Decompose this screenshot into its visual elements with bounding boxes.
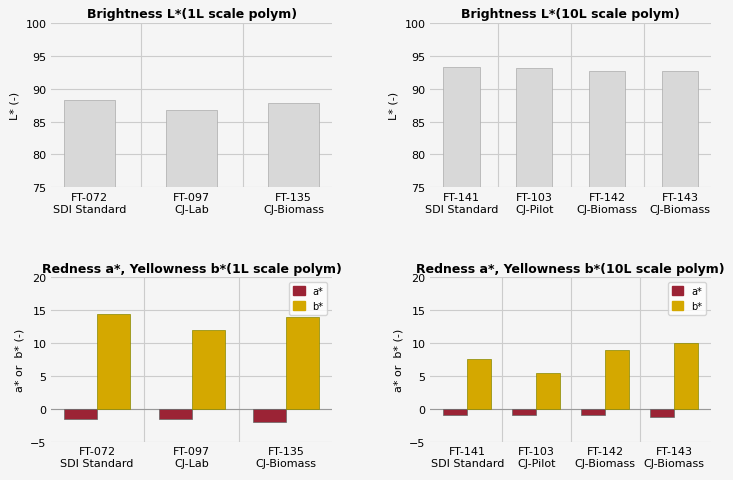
Title: Brightness L*(10L scale polym): Brightness L*(10L scale polym)	[461, 9, 680, 22]
Bar	[443, 68, 479, 480]
Bar	[64, 409, 97, 419]
Bar	[512, 409, 536, 415]
Bar	[191, 330, 225, 409]
Bar	[158, 409, 191, 419]
Bar	[253, 409, 286, 422]
Title: Brightness L*(1L scale polym): Brightness L*(1L scale polym)	[86, 9, 297, 22]
Bar	[589, 72, 625, 480]
Bar	[605, 350, 629, 409]
Title: Redness a*, Yellowness b*(10L scale polym): Redness a*, Yellowness b*(10L scale poly…	[416, 262, 725, 276]
Legend: a*, b*: a*, b*	[289, 283, 327, 315]
Bar	[674, 343, 699, 409]
Bar	[166, 111, 217, 480]
Legend: a*, b*: a*, b*	[668, 283, 706, 315]
Bar	[516, 69, 553, 480]
Y-axis label: L* (-): L* (-)	[10, 92, 20, 120]
Bar	[268, 104, 320, 480]
Bar	[97, 314, 130, 409]
Bar	[650, 409, 674, 417]
Y-axis label: a* or  b* (-): a* or b* (-)	[394, 328, 403, 391]
Bar	[467, 360, 491, 409]
Y-axis label: a* or  b* (-): a* or b* (-)	[15, 328, 24, 391]
Title: Redness a*, Yellowness b*(1L scale polym): Redness a*, Yellowness b*(1L scale polym…	[42, 262, 342, 276]
Bar	[581, 409, 605, 415]
Bar	[286, 317, 320, 409]
Bar	[662, 72, 699, 480]
Y-axis label: L* (-): L* (-)	[389, 92, 399, 120]
Bar	[536, 373, 560, 409]
Bar	[64, 101, 115, 480]
Bar	[443, 409, 467, 415]
